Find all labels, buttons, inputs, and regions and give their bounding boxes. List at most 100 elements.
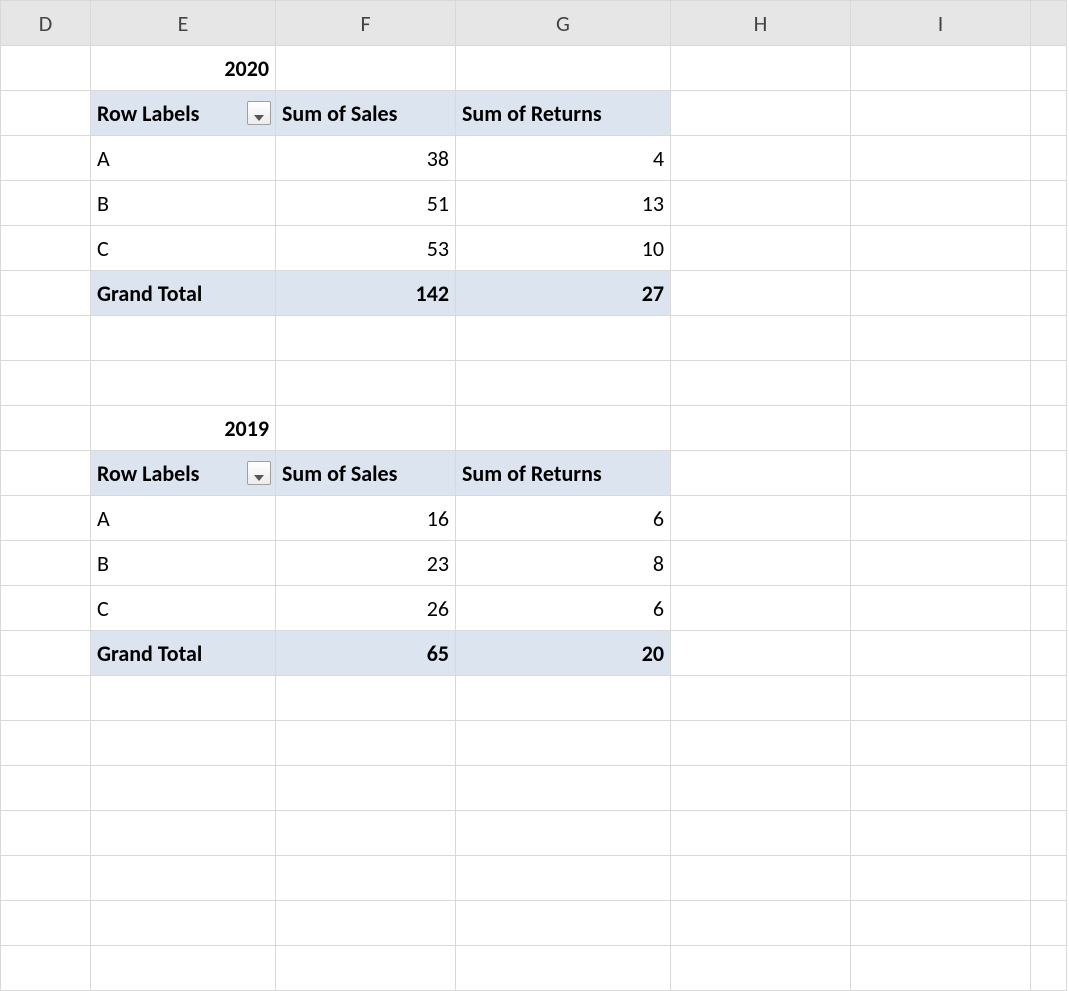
cell[interactable]: [1031, 316, 1067, 361]
cell[interactable]: [276, 361, 456, 406]
cell[interactable]: [276, 766, 456, 811]
cell[interactable]: [1031, 181, 1067, 226]
cell[interactable]: [276, 946, 456, 991]
cell[interactable]: [1, 91, 91, 136]
pivot1-row-c-label[interactable]: C: [91, 226, 276, 271]
cell[interactable]: [91, 856, 276, 901]
cell[interactable]: [1, 856, 91, 901]
cell[interactable]: [1, 181, 91, 226]
col-header-G[interactable]: G: [456, 1, 671, 46]
pivot2-row-b-returns[interactable]: 8: [456, 541, 671, 586]
cell[interactable]: [1031, 91, 1067, 136]
cell[interactable]: [851, 631, 1031, 676]
cell[interactable]: [671, 541, 851, 586]
cell[interactable]: [851, 766, 1031, 811]
cell[interactable]: [851, 406, 1031, 451]
cell[interactable]: [851, 811, 1031, 856]
cell[interactable]: [456, 676, 671, 721]
cell[interactable]: [1, 361, 91, 406]
cell[interactable]: [671, 496, 851, 541]
pivot1-row-b-label[interactable]: B: [91, 181, 276, 226]
cell[interactable]: [276, 901, 456, 946]
cell[interactable]: [851, 136, 1031, 181]
pivot2-grandtotal-sales[interactable]: 65: [276, 631, 456, 676]
pivot2-header-returns[interactable]: Sum of Returns: [456, 451, 671, 496]
cell[interactable]: [456, 766, 671, 811]
cell[interactable]: [456, 406, 671, 451]
col-header-partial[interactable]: [1031, 1, 1067, 46]
cell[interactable]: [671, 586, 851, 631]
cell[interactable]: [91, 316, 276, 361]
cell[interactable]: [91, 721, 276, 766]
cell[interactable]: [851, 856, 1031, 901]
pivot1-grandtotal-sales[interactable]: 142: [276, 271, 456, 316]
cell[interactable]: [1031, 541, 1067, 586]
cell[interactable]: [456, 856, 671, 901]
cell[interactable]: [1, 631, 91, 676]
cell[interactable]: [851, 361, 1031, 406]
col-header-I[interactable]: I: [851, 1, 1031, 46]
pivot1-row-c-sales[interactable]: 53: [276, 226, 456, 271]
cell[interactable]: [1031, 856, 1067, 901]
cell[interactable]: [456, 811, 671, 856]
cell[interactable]: [1031, 946, 1067, 991]
cell[interactable]: [1031, 136, 1067, 181]
cell[interactable]: [671, 451, 851, 496]
pivot2-year-title[interactable]: 2019: [91, 406, 276, 451]
pivot2-row-c-returns[interactable]: 6: [456, 586, 671, 631]
cell[interactable]: [671, 406, 851, 451]
pivot2-row-c-label[interactable]: C: [91, 586, 276, 631]
pivot1-filter-dropdown[interactable]: [247, 101, 271, 125]
pivot1-header-sales[interactable]: Sum of Sales: [276, 91, 456, 136]
pivot1-header-returns[interactable]: Sum of Returns: [456, 91, 671, 136]
cell[interactable]: [1031, 496, 1067, 541]
pivot1-grandtotal-label[interactable]: Grand Total: [91, 271, 276, 316]
cell[interactable]: [851, 496, 1031, 541]
cell[interactable]: [456, 46, 671, 91]
cell[interactable]: [671, 91, 851, 136]
cell[interactable]: [671, 946, 851, 991]
cell[interactable]: [1031, 811, 1067, 856]
col-header-D[interactable]: D: [1, 1, 91, 46]
cell[interactable]: [1031, 721, 1067, 766]
pivot2-filter-dropdown[interactable]: [247, 461, 271, 485]
cell[interactable]: [1031, 586, 1067, 631]
cell[interactable]: [1, 946, 91, 991]
cell[interactable]: [851, 316, 1031, 361]
cell[interactable]: [456, 946, 671, 991]
cell[interactable]: [671, 631, 851, 676]
cell[interactable]: [1, 226, 91, 271]
pivot1-row-b-sales[interactable]: 51: [276, 181, 456, 226]
cell[interactable]: [1, 46, 91, 91]
cell[interactable]: [1031, 226, 1067, 271]
pivot2-row-a-label[interactable]: A: [91, 496, 276, 541]
cell[interactable]: [1, 316, 91, 361]
pivot2-row-b-sales[interactable]: 23: [276, 541, 456, 586]
cell[interactable]: [1, 541, 91, 586]
cell[interactable]: [1031, 766, 1067, 811]
cell[interactable]: [851, 451, 1031, 496]
pivot1-row-b-returns[interactable]: 13: [456, 181, 671, 226]
pivot1-row-c-returns[interactable]: 10: [456, 226, 671, 271]
col-header-E[interactable]: E: [91, 1, 276, 46]
cell[interactable]: [1, 451, 91, 496]
pivot1-row-a-sales[interactable]: 38: [276, 136, 456, 181]
cell[interactable]: [276, 406, 456, 451]
cell[interactable]: [851, 271, 1031, 316]
cell[interactable]: [851, 721, 1031, 766]
cell[interactable]: [91, 901, 276, 946]
cell[interactable]: [1, 721, 91, 766]
cell[interactable]: [1, 766, 91, 811]
cell[interactable]: [671, 46, 851, 91]
cell[interactable]: [1031, 451, 1067, 496]
cell[interactable]: [1031, 361, 1067, 406]
pivot1-rowlabels-header[interactable]: Row Labels: [91, 91, 276, 136]
cell[interactable]: [276, 811, 456, 856]
pivot2-grandtotal-label[interactable]: Grand Total: [91, 631, 276, 676]
cell[interactable]: [276, 856, 456, 901]
cell[interactable]: [671, 901, 851, 946]
cell[interactable]: [1031, 46, 1067, 91]
cell[interactable]: [91, 946, 276, 991]
cell[interactable]: [1, 586, 91, 631]
cell[interactable]: [1, 901, 91, 946]
